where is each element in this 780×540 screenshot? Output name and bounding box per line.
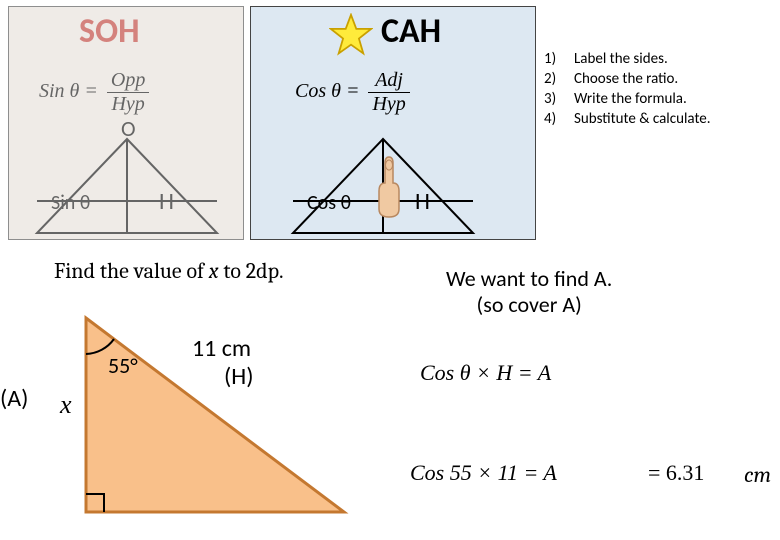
step-text: Substitute & calculate. (574, 110, 711, 128)
cos-frac-den: Hyp (368, 93, 409, 116)
want-line1: We want to find A. (446, 266, 612, 292)
step-num: 4) (544, 110, 574, 128)
equation-2b: = 6.31 (648, 460, 704, 486)
want-line2: (so cover A) (446, 292, 612, 318)
label-x: x (60, 390, 72, 420)
step-num: 2) (544, 70, 574, 88)
cos-formula: Cos θ = Adj Hyp (295, 69, 410, 116)
cah-title: CAH (381, 11, 441, 52)
find-prefix: Find the value of (54, 258, 209, 284)
soh-title: SOH (79, 11, 140, 52)
cos-lhs: Cos θ = (295, 80, 359, 102)
soh-panel: SOH Sin θ = Opp Hyp O Sin θ H (8, 6, 244, 240)
sin-frac-den: Hyp (107, 93, 149, 116)
label-angle: 55° (108, 352, 138, 379)
step-text: Choose the ratio. (574, 70, 678, 88)
equation-1: Cos θ × H = A (420, 360, 551, 386)
sin-formula: Sin θ = Opp Hyp (39, 69, 149, 116)
step-num: 1) (544, 50, 574, 68)
soh-triangle-O: O (121, 115, 136, 142)
step-text: Label the sides. (574, 50, 668, 68)
cah-triangle-fn: Cos θ (307, 191, 351, 215)
unit-cm: cm (744, 462, 771, 488)
label-A: (A) (0, 384, 28, 413)
sin-frac-num: Opp (107, 69, 149, 93)
find-suffix: to 2dp. (219, 258, 284, 284)
label-hyp: 11 cm (192, 334, 251, 363)
soh-triangle-fn: Sin θ (51, 191, 90, 215)
cos-frac-num: Adj (368, 69, 409, 93)
equation-2a: Cos 55 × 11 = A (410, 460, 557, 486)
cah-panel: CAH Cos θ = Adj Hyp Cos θ H (250, 6, 536, 240)
label-H-paren: (H) (224, 362, 254, 391)
step-num: 3) (544, 90, 574, 108)
cah-triangle: Cos θ H (293, 139, 473, 233)
soh-triangle-H: H (159, 187, 174, 216)
want-text: We want to find A. (so cover A) (446, 266, 612, 319)
sin-lhs: Sin θ = (39, 80, 98, 102)
soh-triangle: O Sin θ H (37, 139, 217, 233)
find-var: x (209, 258, 219, 284)
find-prompt: Find the value of x to 2dp. (54, 258, 284, 284)
steps-list: 1)Label the sides. 2)Choose the ratio. 3… (544, 50, 711, 130)
finger-icon (375, 157, 403, 219)
step-text: Write the formula. (574, 90, 687, 108)
cah-triangle-H: H (415, 187, 430, 216)
star-icon (329, 13, 373, 57)
